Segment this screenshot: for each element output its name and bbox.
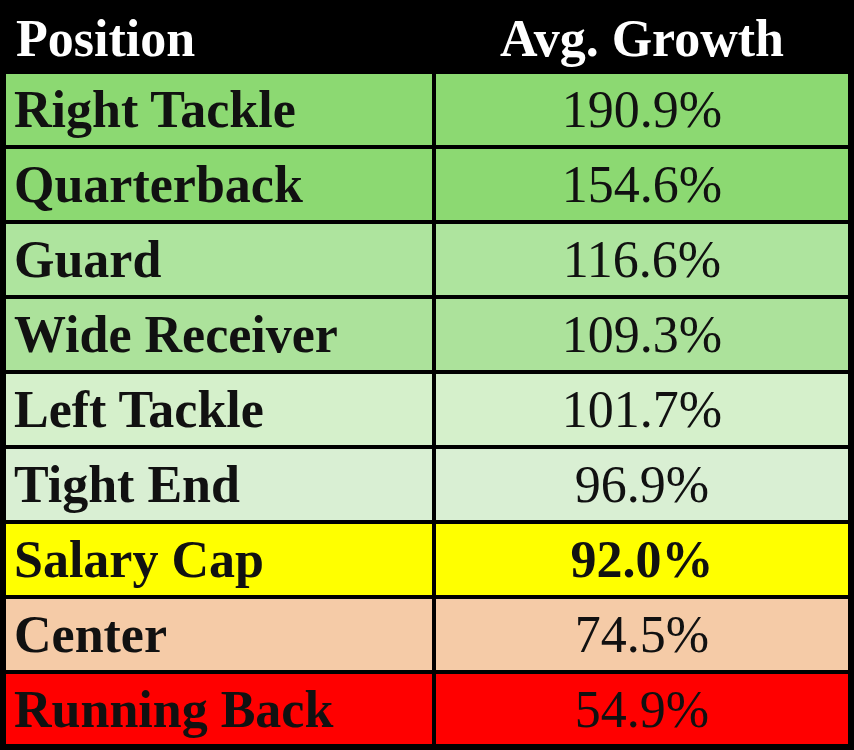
table-row: Tight End 96.9% bbox=[3, 447, 851, 522]
growth-cell: 96.9% bbox=[434, 447, 851, 522]
growth-cell: 109.3% bbox=[434, 297, 851, 372]
column-header-position: Position bbox=[3, 3, 434, 72]
growth-cell: 190.9% bbox=[434, 72, 851, 147]
position-cell: Running Back bbox=[3, 672, 434, 747]
table-row: Salary Cap 92.0% bbox=[3, 522, 851, 597]
growth-cell: 101.7% bbox=[434, 372, 851, 447]
position-cell: Tight End bbox=[3, 447, 434, 522]
table-row: Wide Receiver 109.3% bbox=[3, 297, 851, 372]
position-cell: Wide Receiver bbox=[3, 297, 434, 372]
growth-cell: 74.5% bbox=[434, 597, 851, 672]
position-cell: Left Tackle bbox=[3, 372, 434, 447]
growth-cell: 54.9% bbox=[434, 672, 851, 747]
growth-cell: 92.0% bbox=[434, 522, 851, 597]
column-header-avg-growth: Avg. Growth bbox=[434, 3, 851, 72]
table-row: Left Tackle 101.7% bbox=[3, 372, 851, 447]
growth-cell: 154.6% bbox=[434, 147, 851, 222]
position-cell: Right Tackle bbox=[3, 72, 434, 147]
position-cell: Center bbox=[3, 597, 434, 672]
header-row: Position Avg. Growth bbox=[3, 3, 851, 72]
table-row: Quarterback 154.6% bbox=[3, 147, 851, 222]
table-row: Guard 116.6% bbox=[3, 222, 851, 297]
position-cell: Guard bbox=[3, 222, 434, 297]
table-row: Center 74.5% bbox=[3, 597, 851, 672]
position-cell: Salary Cap bbox=[3, 522, 434, 597]
table-row: Right Tackle 190.9% bbox=[3, 72, 851, 147]
position-growth-table: Position Avg. Growth Right Tackle 190.9%… bbox=[0, 0, 854, 750]
table-row: Running Back 54.9% bbox=[3, 672, 851, 747]
position-cell: Quarterback bbox=[3, 147, 434, 222]
growth-cell: 116.6% bbox=[434, 222, 851, 297]
